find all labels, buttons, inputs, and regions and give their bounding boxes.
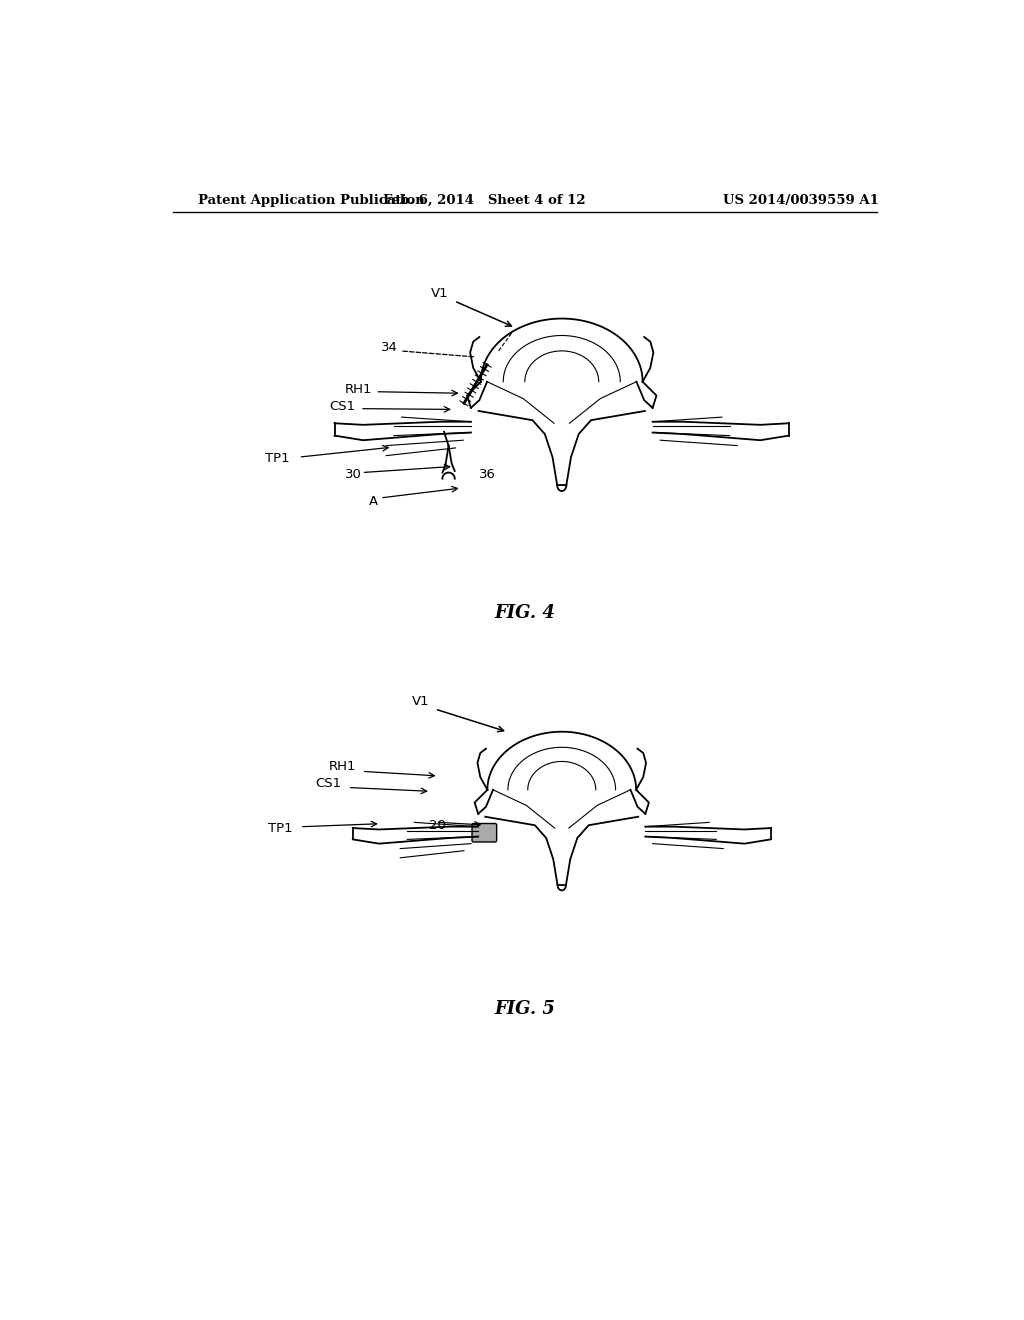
Text: 34: 34 [381,341,397,354]
Text: RH1: RH1 [330,760,356,774]
Text: TP1: TP1 [267,822,292,834]
Text: CS1: CS1 [330,400,355,413]
Text: RH1: RH1 [345,383,372,396]
Text: FIG. 4: FIG. 4 [495,603,555,622]
Text: FIG. 5: FIG. 5 [495,1001,555,1018]
Text: CS1: CS1 [315,777,341,791]
Text: V1: V1 [431,286,449,300]
FancyBboxPatch shape [472,824,497,842]
Text: A: A [370,495,379,508]
Text: Feb. 6, 2014   Sheet 4 of 12: Feb. 6, 2014 Sheet 4 of 12 [383,194,586,207]
Text: V1: V1 [412,694,429,708]
Text: 30: 30 [345,467,361,480]
Text: 36: 36 [478,467,496,480]
Text: Patent Application Publication: Patent Application Publication [199,194,425,207]
Text: US 2014/0039559 A1: US 2014/0039559 A1 [723,194,879,207]
Text: TP1: TP1 [265,453,290,465]
Text: 20: 20 [429,818,446,832]
